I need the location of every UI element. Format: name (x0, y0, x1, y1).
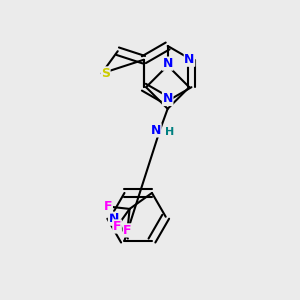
Text: F: F (123, 224, 132, 237)
Text: N: N (163, 92, 173, 106)
Text: N: N (184, 53, 195, 66)
Text: N: N (163, 57, 173, 70)
Text: F: F (104, 200, 112, 213)
Text: S: S (101, 67, 110, 80)
Text: N: N (151, 124, 161, 137)
Text: N: N (109, 212, 119, 225)
Text: H: H (165, 127, 174, 137)
Text: F: F (113, 220, 121, 233)
